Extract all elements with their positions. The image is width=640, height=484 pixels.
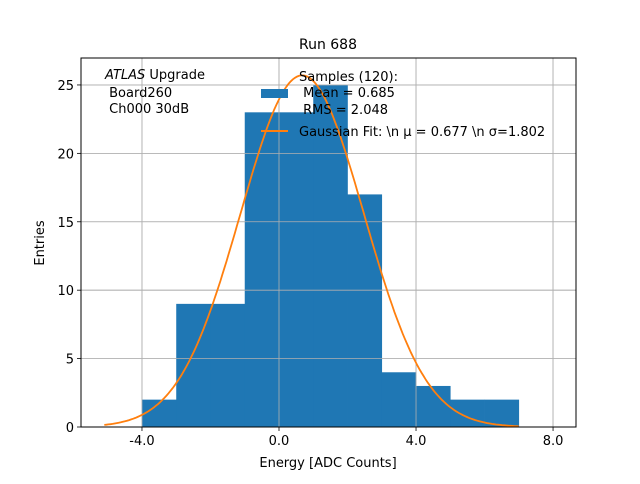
gaussian-fit-line (104, 74, 519, 428)
y-tick-label: 25 (57, 79, 74, 94)
fit-curve-group (104, 74, 519, 428)
x-axis-label: Energy [ADC Counts] (259, 456, 396, 471)
channel-label: Ch000 30dB (105, 102, 189, 117)
y-tick-label: 0 (66, 421, 74, 436)
upgrade-label: Upgrade (145, 68, 205, 83)
histogram-bar (141, 399, 177, 427)
histogram-bar (484, 399, 520, 427)
histogram-bar (381, 372, 417, 427)
histogram-bar (244, 112, 280, 427)
histogram-bar (279, 112, 314, 427)
chart-title: Run 688 (299, 37, 357, 53)
atlas-label: ATLAS (104, 68, 145, 83)
x-tick-label: 4.0 (406, 434, 427, 449)
histogram-bar (347, 194, 383, 427)
legend-rms: RMS = 2.048 (299, 103, 388, 118)
legend-mean: Mean = 0.685 (299, 86, 395, 101)
axes-frame (80, 57, 577, 428)
histogram-bar (416, 385, 451, 427)
histogram-bar (450, 399, 485, 427)
legend-samples: Samples (120): (299, 70, 398, 85)
legend: Samples (120): Mean = 0.685 RMS = 2.048 … (261, 70, 545, 140)
board-label: Board260 (105, 86, 172, 101)
legend-hist-patch (261, 89, 288, 98)
y-tick-label: 20 (57, 147, 74, 162)
y-tick-label: 10 (57, 284, 74, 299)
atlas-annotation: ATLAS Upgrade Board260 Ch000 30dB (104, 68, 205, 117)
x-tick-label: 8.0 (543, 434, 564, 449)
x-tick-label: -4.0 (129, 434, 154, 449)
ticks: -4.0 0.0 4.0 8.0 0 5 10 15 20 25 (57, 79, 563, 449)
legend-fit-label: Gaussian Fit: \n μ = 0.677 \n σ=1.802 (299, 125, 545, 140)
y-tick-label: 15 (57, 216, 74, 231)
x-tick-label: 0.0 (269, 434, 290, 449)
svg-text:ATLAS Upgrade: ATLAS Upgrade (104, 68, 205, 83)
y-tick-label: 5 (66, 353, 74, 368)
histogram-bar (210, 303, 246, 427)
y-axis-label: Entries (33, 220, 48, 266)
